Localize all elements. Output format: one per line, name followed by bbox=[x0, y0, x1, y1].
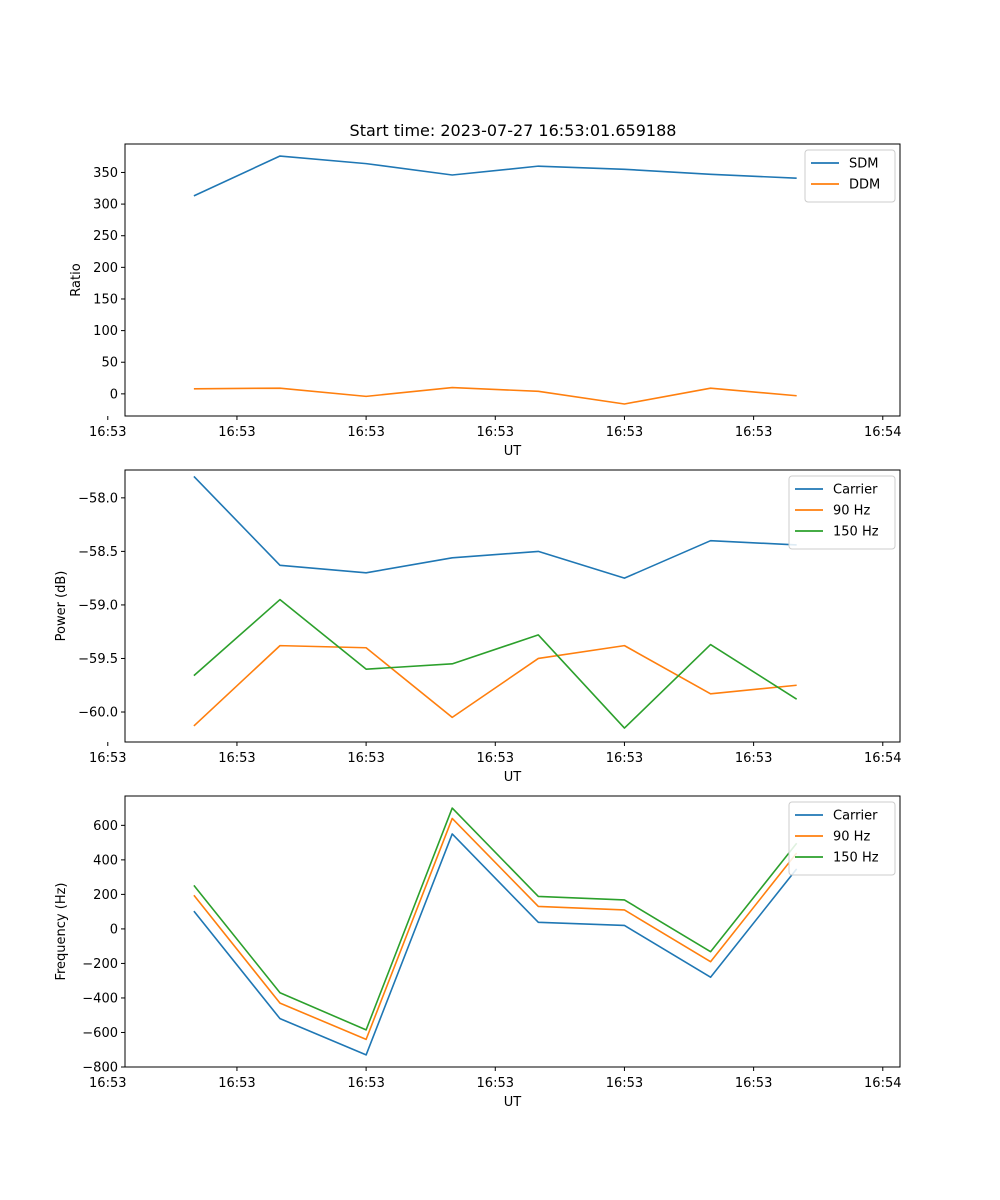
power-y-tick-label: −59.5 bbox=[78, 652, 118, 667]
ratio-legend: SDM DDM bbox=[804, 149, 896, 203]
frequency-x-axis-label: UT bbox=[504, 1095, 522, 1110]
power-series-line-carrier bbox=[193, 475, 797, 579]
ratio-y-tick-label: 250 bbox=[93, 229, 118, 244]
power-series-line-150-hz bbox=[193, 598, 798, 729]
frequency-y-tick-label: 600 bbox=[93, 819, 118, 834]
power-legend-label-90-hz: 90 Hz bbox=[833, 504, 870, 519]
power-x-axis-label: UT bbox=[504, 770, 522, 785]
ratio-y-tick-label: 200 bbox=[93, 261, 118, 276]
ratio-x-tick-label: 16:53 bbox=[218, 425, 255, 440]
power-x-tick-label: 16:53 bbox=[347, 751, 384, 766]
frequency-x-tick-label: 16:53 bbox=[477, 1076, 514, 1091]
ratio-series-line-sdm bbox=[193, 155, 797, 197]
ratio-legend-label-sdm: SDM bbox=[849, 157, 878, 172]
frequency-series-line-carrier bbox=[193, 833, 798, 1056]
power-legend: Carrier 90 Hz 150 Hz bbox=[788, 475, 896, 550]
power-legend-label-carrier: Carrier bbox=[833, 483, 878, 498]
frequency-plot-area bbox=[124, 795, 901, 1068]
power-subplot: −60.0 −59.5 −59.0 −58.5 −58.0 16:53 16:53 16:53… bbox=[54, 469, 902, 785]
ratio-y-tick-label: 350 bbox=[93, 166, 118, 181]
ratio-x-tick-label: 16:53 bbox=[347, 425, 384, 440]
power-x-tick-label: 16:54 bbox=[864, 751, 901, 766]
figure-title: Start time: 2023-07-27 16:53:01.659188 bbox=[350, 121, 677, 140]
frequency-series-line-90-hz bbox=[193, 817, 798, 1041]
ratio-x-tick-label: 16:53 bbox=[477, 425, 514, 440]
power-x-tick-label: 16:53 bbox=[477, 751, 514, 766]
frequency-y-tick-label: −200 bbox=[82, 957, 118, 972]
ratio-y-tick-label: 0 bbox=[110, 387, 118, 402]
frequency-series-line-150-hz bbox=[193, 807, 798, 1031]
power-legend-label-150-hz: 150 Hz bbox=[833, 525, 879, 540]
power-x-tick-label: 16:53 bbox=[606, 751, 643, 766]
power-x-tick-label: 16:53 bbox=[89, 751, 126, 766]
frequency-subplot: −800 −600 −400 −200 0 200 400 600 16:53 16:53 16:5… bbox=[54, 795, 902, 1110]
frequency-x-tick-label: 16:53 bbox=[347, 1076, 384, 1091]
frequency-y-tick-label: −400 bbox=[82, 991, 118, 1006]
frequency-y-tick-label: 200 bbox=[93, 888, 118, 903]
power-x-tick-label: 16:53 bbox=[218, 751, 255, 766]
power-y-tick-label: −58.0 bbox=[78, 491, 118, 506]
ratio-x-axis-label: UT bbox=[504, 444, 522, 459]
ratio-y-tick-label: 150 bbox=[93, 292, 118, 307]
power-y-tick-label: −59.0 bbox=[78, 598, 118, 613]
power-y-axis-label: Power (dB) bbox=[54, 571, 69, 642]
frequency-x-tick-label: 16:53 bbox=[606, 1076, 643, 1091]
frequency-x-tick-label: 16:53 bbox=[735, 1076, 772, 1091]
ratio-x-tick-label: 16:53 bbox=[606, 425, 643, 440]
ratio-y-tick-label: 50 bbox=[101, 356, 118, 371]
frequency-x-tick-label: 16:53 bbox=[218, 1076, 255, 1091]
ratio-plot-area bbox=[124, 143, 901, 417]
ratio-y-tick-label: 100 bbox=[93, 324, 118, 339]
ratio-y-axis-label: Ratio bbox=[69, 263, 84, 296]
frequency-y-tick-label: −800 bbox=[82, 1061, 118, 1076]
power-series-line-90-hz bbox=[193, 644, 797, 727]
ratio-x-tick-label: 16:53 bbox=[735, 425, 772, 440]
frequency-y-axis-label: Frequency (Hz) bbox=[54, 882, 69, 980]
ratio-subplot: 0 50 100 150 200 250 300 350 16:53 16:53 16:53 16:5… bbox=[69, 143, 902, 459]
ratio-x-tick-label: 16:53 bbox=[89, 425, 126, 440]
power-y-tick-label: −60.0 bbox=[78, 706, 118, 721]
frequency-legend-label-150-hz: 150 Hz bbox=[833, 851, 879, 866]
power-plot-area bbox=[124, 469, 901, 743]
ratio-x-tick-label: 16:54 bbox=[864, 425, 901, 440]
frequency-legend-label-90-hz: 90 Hz bbox=[833, 830, 870, 845]
frequency-y-tick-label: 400 bbox=[93, 853, 118, 868]
power-y-tick-label: −58.5 bbox=[78, 545, 118, 560]
ratio-series-line-ddm bbox=[193, 386, 797, 405]
frequency-legend: Carrier 90 Hz 150 Hz bbox=[788, 801, 896, 876]
frequency-x-tick-label: 16:53 bbox=[89, 1076, 126, 1091]
frequency-y-tick-label: 0 bbox=[110, 922, 118, 937]
power-x-tick-label: 16:53 bbox=[735, 751, 772, 766]
ratio-y-tick-label: 300 bbox=[93, 198, 118, 213]
ratio-legend-label-ddm: DDM bbox=[849, 178, 880, 193]
frequency-y-tick-label: −600 bbox=[82, 1026, 118, 1041]
frequency-x-tick-label: 16:54 bbox=[864, 1076, 901, 1091]
frequency-legend-label-carrier: Carrier bbox=[833, 809, 878, 824]
